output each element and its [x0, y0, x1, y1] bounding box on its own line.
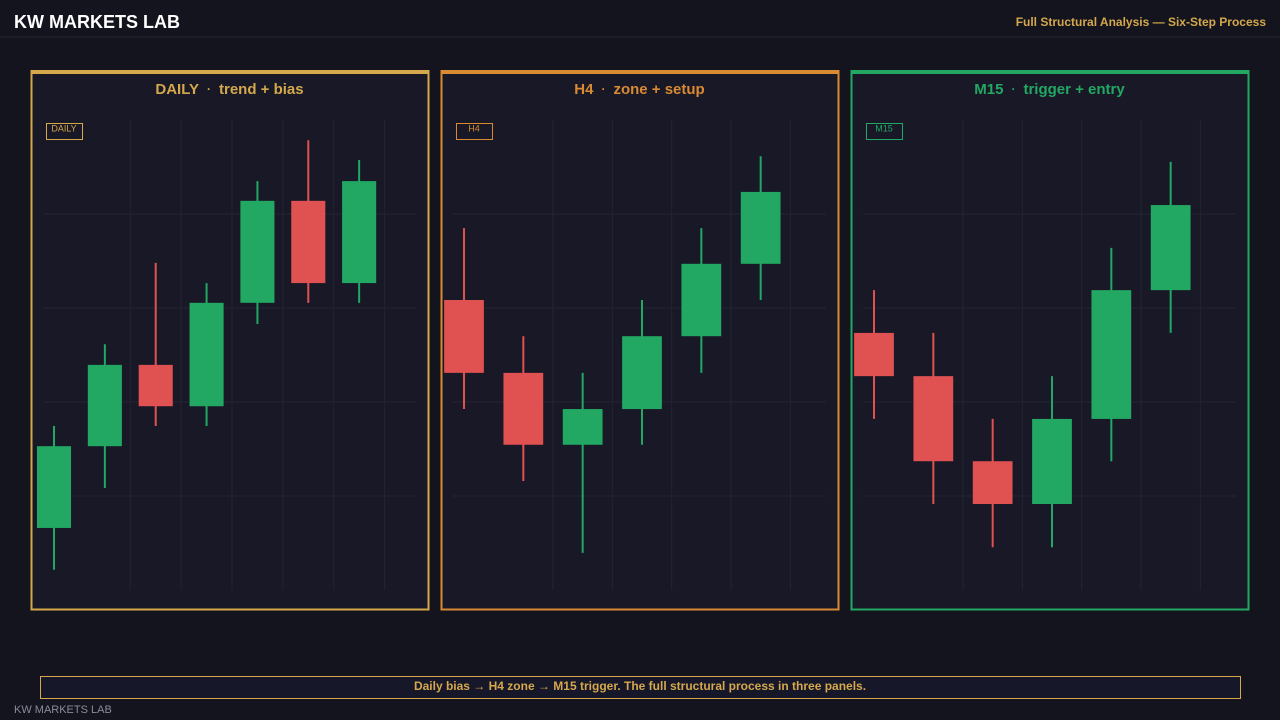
badge	[866, 123, 903, 140]
candle-body	[1150, 205, 1191, 291]
badge	[46, 123, 83, 140]
panel-title: H4 · zone + setup	[574, 81, 704, 98]
candle-body	[854, 332, 894, 377]
candle-body	[342, 181, 377, 284]
candle-body	[138, 364, 173, 407]
candle-body	[681, 263, 722, 337]
candle-body	[1032, 418, 1072, 504]
candle-body	[562, 409, 603, 445]
panel-title-separator: ·	[601, 82, 605, 96]
panel-title-separator: ·	[1011, 82, 1015, 96]
candle-body	[189, 302, 224, 407]
candle-body	[972, 461, 1013, 504]
badge-label: M15	[875, 123, 893, 133]
candle-body	[240, 200, 275, 303]
candle-body	[1091, 290, 1132, 419]
panel-top-bar	[850, 70, 1250, 74]
caption: Daily bias → H4 zone → M15 trigger. The …	[414, 679, 866, 693]
panel-title-separator: ·	[207, 82, 211, 96]
panel-title: M15 · trigger + entry	[974, 81, 1125, 98]
panel-title: DAILY · trend + bias	[155, 81, 303, 98]
candle-body	[503, 372, 544, 445]
candle-body	[740, 191, 781, 264]
panel	[30, 70, 430, 611]
panel-top-bar	[440, 70, 840, 74]
candle-body	[36, 446, 72, 528]
badge	[456, 123, 493, 140]
candle-body	[87, 364, 122, 447]
footer: KW MARKETS LAB	[14, 704, 112, 716]
caption-box	[40, 676, 1241, 699]
candle-body	[444, 300, 484, 373]
candle-body	[291, 200, 326, 284]
badge-label: DAILY	[51, 123, 76, 133]
panel-title-name: H4	[574, 81, 594, 98]
panel-top-bar	[30, 70, 430, 74]
panel-subtitle: trend + bias	[219, 81, 304, 98]
tagline: Full Structural Analysis — Six-Step Proc…	[1016, 15, 1267, 29]
candle-body	[913, 376, 954, 462]
panel-title-name: DAILY	[155, 81, 199, 98]
brand: KW MARKETS LAB	[14, 12, 180, 32]
panel-subtitle: zone + setup	[613, 81, 704, 98]
panel	[850, 70, 1250, 611]
candle-body	[622, 336, 662, 410]
panel-title-name: M15	[974, 81, 1003, 98]
panel-subtitle: trigger + entry	[1023, 81, 1125, 98]
badge-label: H4	[468, 123, 480, 133]
